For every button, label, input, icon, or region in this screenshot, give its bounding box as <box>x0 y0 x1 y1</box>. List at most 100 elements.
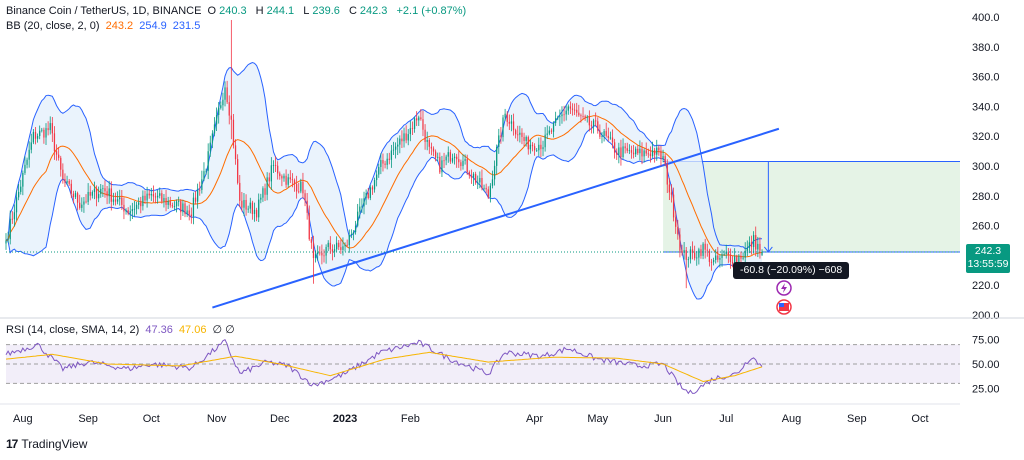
candle-body <box>226 87 228 103</box>
candle-body <box>487 189 489 198</box>
candle-body <box>314 254 317 259</box>
candle-body <box>194 197 197 202</box>
candle-body <box>552 122 555 132</box>
measure-label[interactable]: -60.8 (−20.09%) −608 <box>733 262 850 279</box>
candle-body <box>489 185 492 198</box>
candle-body <box>405 133 407 141</box>
candle-body <box>62 169 64 179</box>
symbol-title[interactable]: Binance Coin / TetherUS, 1D, BINANCE <box>6 5 202 17</box>
candle-body <box>611 137 614 143</box>
ohlc-low: L 239.6 <box>303 5 340 17</box>
symbol-legend[interactable]: Binance Coin / TetherUS, 1D, BINANCE O 24… <box>6 5 469 17</box>
candle-body <box>272 165 275 166</box>
candle-body <box>380 160 382 168</box>
candle-body <box>131 209 133 212</box>
time-tick-label: Oct <box>143 413 160 425</box>
candle-body <box>298 191 300 193</box>
candle-body <box>384 163 386 165</box>
bb-legend[interactable]: BB (20, close, 2, 0) 243.2 254.9 231.5 <box>6 20 203 32</box>
rsi-axis[interactable]: 25.00 50.00 75.00 <box>972 335 1000 396</box>
candle-body <box>110 188 112 202</box>
candle-body <box>599 130 601 137</box>
candle-body <box>312 242 315 259</box>
bb-legend-label[interactable]: BB (20, close, 2, 0) <box>6 20 100 32</box>
candle-body <box>188 210 190 215</box>
time-axis[interactable]: Aug Sep Oct Nov Dec 2023 Feb Apr May Jun Jul Aug Sep… <box>13 413 928 425</box>
candle-body <box>201 179 203 190</box>
candle-body <box>477 182 479 184</box>
candle-body <box>727 252 729 255</box>
candle-body <box>563 114 565 116</box>
candle-body <box>180 201 182 213</box>
candle-body <box>79 202 81 208</box>
tradingview-logo-icon: 17 <box>6 437 18 451</box>
candle-body <box>266 177 268 195</box>
candle-body <box>32 131 35 143</box>
measure-tool[interactable] <box>763 161 773 253</box>
candle-body <box>649 153 652 157</box>
candle-body <box>397 144 399 147</box>
trendline-group[interactable] <box>6 127 960 309</box>
candle-body <box>502 117 504 138</box>
candle-body <box>127 210 129 214</box>
candle-body <box>41 129 43 131</box>
candle-body <box>100 188 102 195</box>
candle-body <box>422 119 424 130</box>
candle-body <box>239 182 241 201</box>
event-icons[interactable] <box>776 280 792 315</box>
candle-body <box>576 109 578 113</box>
candle-body <box>98 194 100 199</box>
candle-body <box>603 131 605 136</box>
candle-body <box>331 249 334 252</box>
candle-body <box>361 206 363 208</box>
candle-body <box>736 256 738 263</box>
candle-body <box>234 145 237 160</box>
time-tick-label: 2023 <box>333 413 357 425</box>
rsi-legend-label[interactable]: RSI (14, close, SMA, 14, 2) <box>6 324 140 336</box>
candle-body <box>220 105 222 108</box>
candle-body <box>89 191 91 196</box>
candle-body <box>601 135 603 137</box>
candle-body <box>721 254 723 258</box>
us-flag-icon-canton <box>779 303 784 307</box>
candle-body <box>140 202 142 207</box>
candles <box>5 19 763 289</box>
trendline[interactable] <box>212 127 780 309</box>
rsi-legend[interactable]: RSI (14, close, SMA, 14, 2) 47.36 47.06 … <box>6 323 238 336</box>
price-axis[interactable]: 200.0220.0240.0260.0280.0300.0320.0340.0… <box>972 12 1000 322</box>
candle-body <box>207 151 209 171</box>
candle-body <box>45 128 47 138</box>
candle-body <box>241 200 243 208</box>
candle-body <box>30 142 32 150</box>
time-tick-label: Oct <box>911 413 928 425</box>
current-price-label: 242.3 <box>974 245 1002 257</box>
candle-body <box>319 252 321 254</box>
candle-body <box>441 160 443 173</box>
candle-body <box>725 252 727 254</box>
candle-body <box>643 150 645 157</box>
candle-body <box>287 177 289 185</box>
rsi-value: 47.36 <box>145 324 173 336</box>
rsi-tick-label: 50.00 <box>972 359 1000 371</box>
price-tick-label: 340.0 <box>972 101 1000 113</box>
rsi-tick-label: 75.00 <box>972 335 1000 347</box>
tradingview-brand[interactable]: 17 TradingView <box>6 437 87 451</box>
ohlc-close: C 242.3 <box>348 5 388 17</box>
candle-body <box>656 147 658 155</box>
price-tick-label: 300.0 <box>972 161 1000 173</box>
candle-body <box>679 234 681 251</box>
candle-body <box>618 147 620 155</box>
candle-body <box>192 197 195 217</box>
candle-body <box>620 147 622 158</box>
candle-body <box>428 139 430 147</box>
candle-body <box>49 123 51 131</box>
candle-body <box>418 117 420 121</box>
candle-body <box>146 193 148 201</box>
candle-body <box>277 165 279 174</box>
candle-body <box>519 132 521 135</box>
candle-body <box>654 150 656 155</box>
candle-body <box>702 243 704 256</box>
candle-body <box>211 133 214 143</box>
candle-body <box>93 188 96 193</box>
candle-body <box>102 188 104 190</box>
